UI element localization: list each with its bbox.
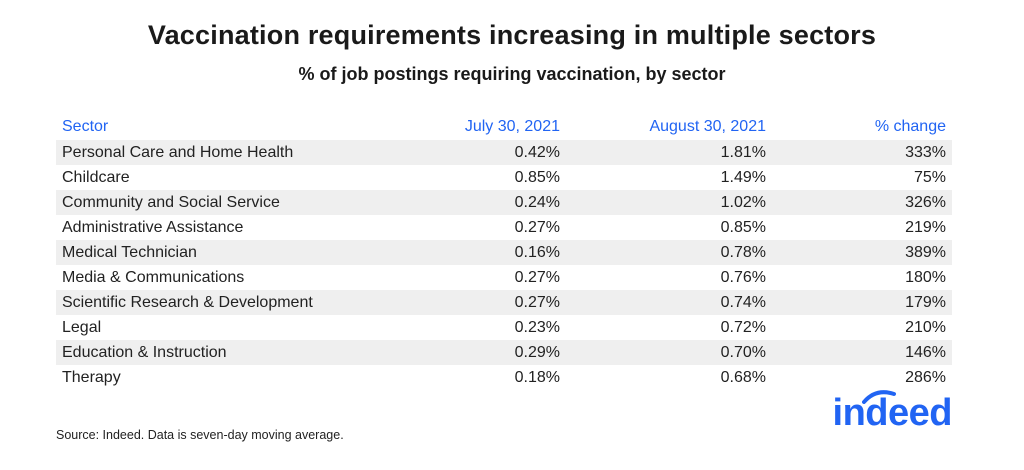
cell-sector: Administrative Assistance xyxy=(56,215,416,240)
cell-august: 1.81% xyxy=(566,140,772,165)
cell-change: 146% xyxy=(772,340,952,365)
cell-sector: Media & Communications xyxy=(56,265,416,290)
table-row: Medical Technician 0.16% 0.78% 389% xyxy=(56,240,952,265)
cell-sector: Childcare xyxy=(56,165,416,190)
cell-august: 0.72% xyxy=(566,315,772,340)
indeed-logo: indeed xyxy=(832,392,953,434)
chart-title: Vaccination requirements increasing in m… xyxy=(147,20,877,50)
table-row: Education & Instruction 0.29% 0.70% 146% xyxy=(56,340,952,365)
table-row: Personal Care and Home Health 0.42% 1.81% 3… xyxy=(56,140,952,165)
cell-sector: Personal Care and Home Health xyxy=(56,140,416,165)
cell-july: 0.27% xyxy=(416,265,566,290)
table-row: Legal 0.23% 0.72% 210% xyxy=(56,315,952,340)
table-row: Therapy 0.18% 0.68% 286% xyxy=(56,365,952,390)
cell-july: 0.24% xyxy=(416,190,566,215)
cell-august: 0.74% xyxy=(566,290,772,315)
indeed-logo-arc-icon xyxy=(862,390,896,404)
cell-july: 0.42% xyxy=(416,140,566,165)
data-table: Sector July 30, 2021 August 30, 2021 % c… xyxy=(56,114,952,390)
cell-august: 0.85% xyxy=(566,215,772,240)
cell-change: 179% xyxy=(772,290,952,315)
source-note: Source: Indeed. Data is seven-day moving… xyxy=(56,428,344,442)
cell-change: 75% xyxy=(772,165,952,190)
header-july: July 30, 2021 xyxy=(464,118,560,135)
header-change: % change xyxy=(874,118,946,135)
cell-july: 0.23% xyxy=(416,315,566,340)
cell-sector: Legal xyxy=(56,315,416,340)
cell-august: 0.76% xyxy=(566,265,772,290)
cell-change: 219% xyxy=(772,215,952,240)
table-row: Administrative Assistance 0.27% 0.85% 219% xyxy=(56,215,952,240)
cell-august: 1.49% xyxy=(566,165,772,190)
cell-change: 286% xyxy=(772,365,952,390)
cell-change: 210% xyxy=(772,315,952,340)
header-sector: Sector xyxy=(62,118,109,135)
table-row: Childcare 0.85% 1.49% 75% xyxy=(56,165,952,190)
cell-august: 0.78% xyxy=(566,240,772,265)
table-row: Media & Communications 0.27% 0.76% 180% xyxy=(56,265,952,290)
table-row: Scientific Research & Development 0.27% 0.… xyxy=(56,290,952,315)
cell-change: 333% xyxy=(772,140,952,165)
cell-july: 0.85% xyxy=(416,165,566,190)
cell-july: 0.16% xyxy=(416,240,566,265)
cell-sector: Medical Technician xyxy=(56,240,416,265)
table-body: Personal Care and Home Health 0.42% 1.81% 3… xyxy=(56,140,952,390)
table-row: Community and Social Service 0.24% 1.02% 32… xyxy=(56,190,952,215)
header-row: Sector July 30, 2021 August 30, 2021 % c… xyxy=(56,114,952,140)
cell-august: 0.68% xyxy=(566,365,772,390)
cell-august: 1.02% xyxy=(566,190,772,215)
cell-sector: Education & Instruction xyxy=(56,340,416,365)
cell-sector: Scientific Research & Development xyxy=(56,290,416,315)
cell-change: 180% xyxy=(772,265,952,290)
cell-sector: Community and Social Service xyxy=(56,190,416,215)
cell-july: 0.29% xyxy=(416,340,566,365)
cell-change: 389% xyxy=(772,240,952,265)
cell-july: 0.27% xyxy=(416,290,566,315)
cell-august: 0.70% xyxy=(566,340,772,365)
cell-change: 326% xyxy=(772,190,952,215)
cell-july: 0.18% xyxy=(416,365,566,390)
cell-july: 0.27% xyxy=(416,215,566,240)
cell-sector: Therapy xyxy=(56,365,416,390)
chart-subtitle: % of job postings requiring vaccination,… xyxy=(298,64,726,84)
header-august: August 30, 2021 xyxy=(649,118,766,135)
